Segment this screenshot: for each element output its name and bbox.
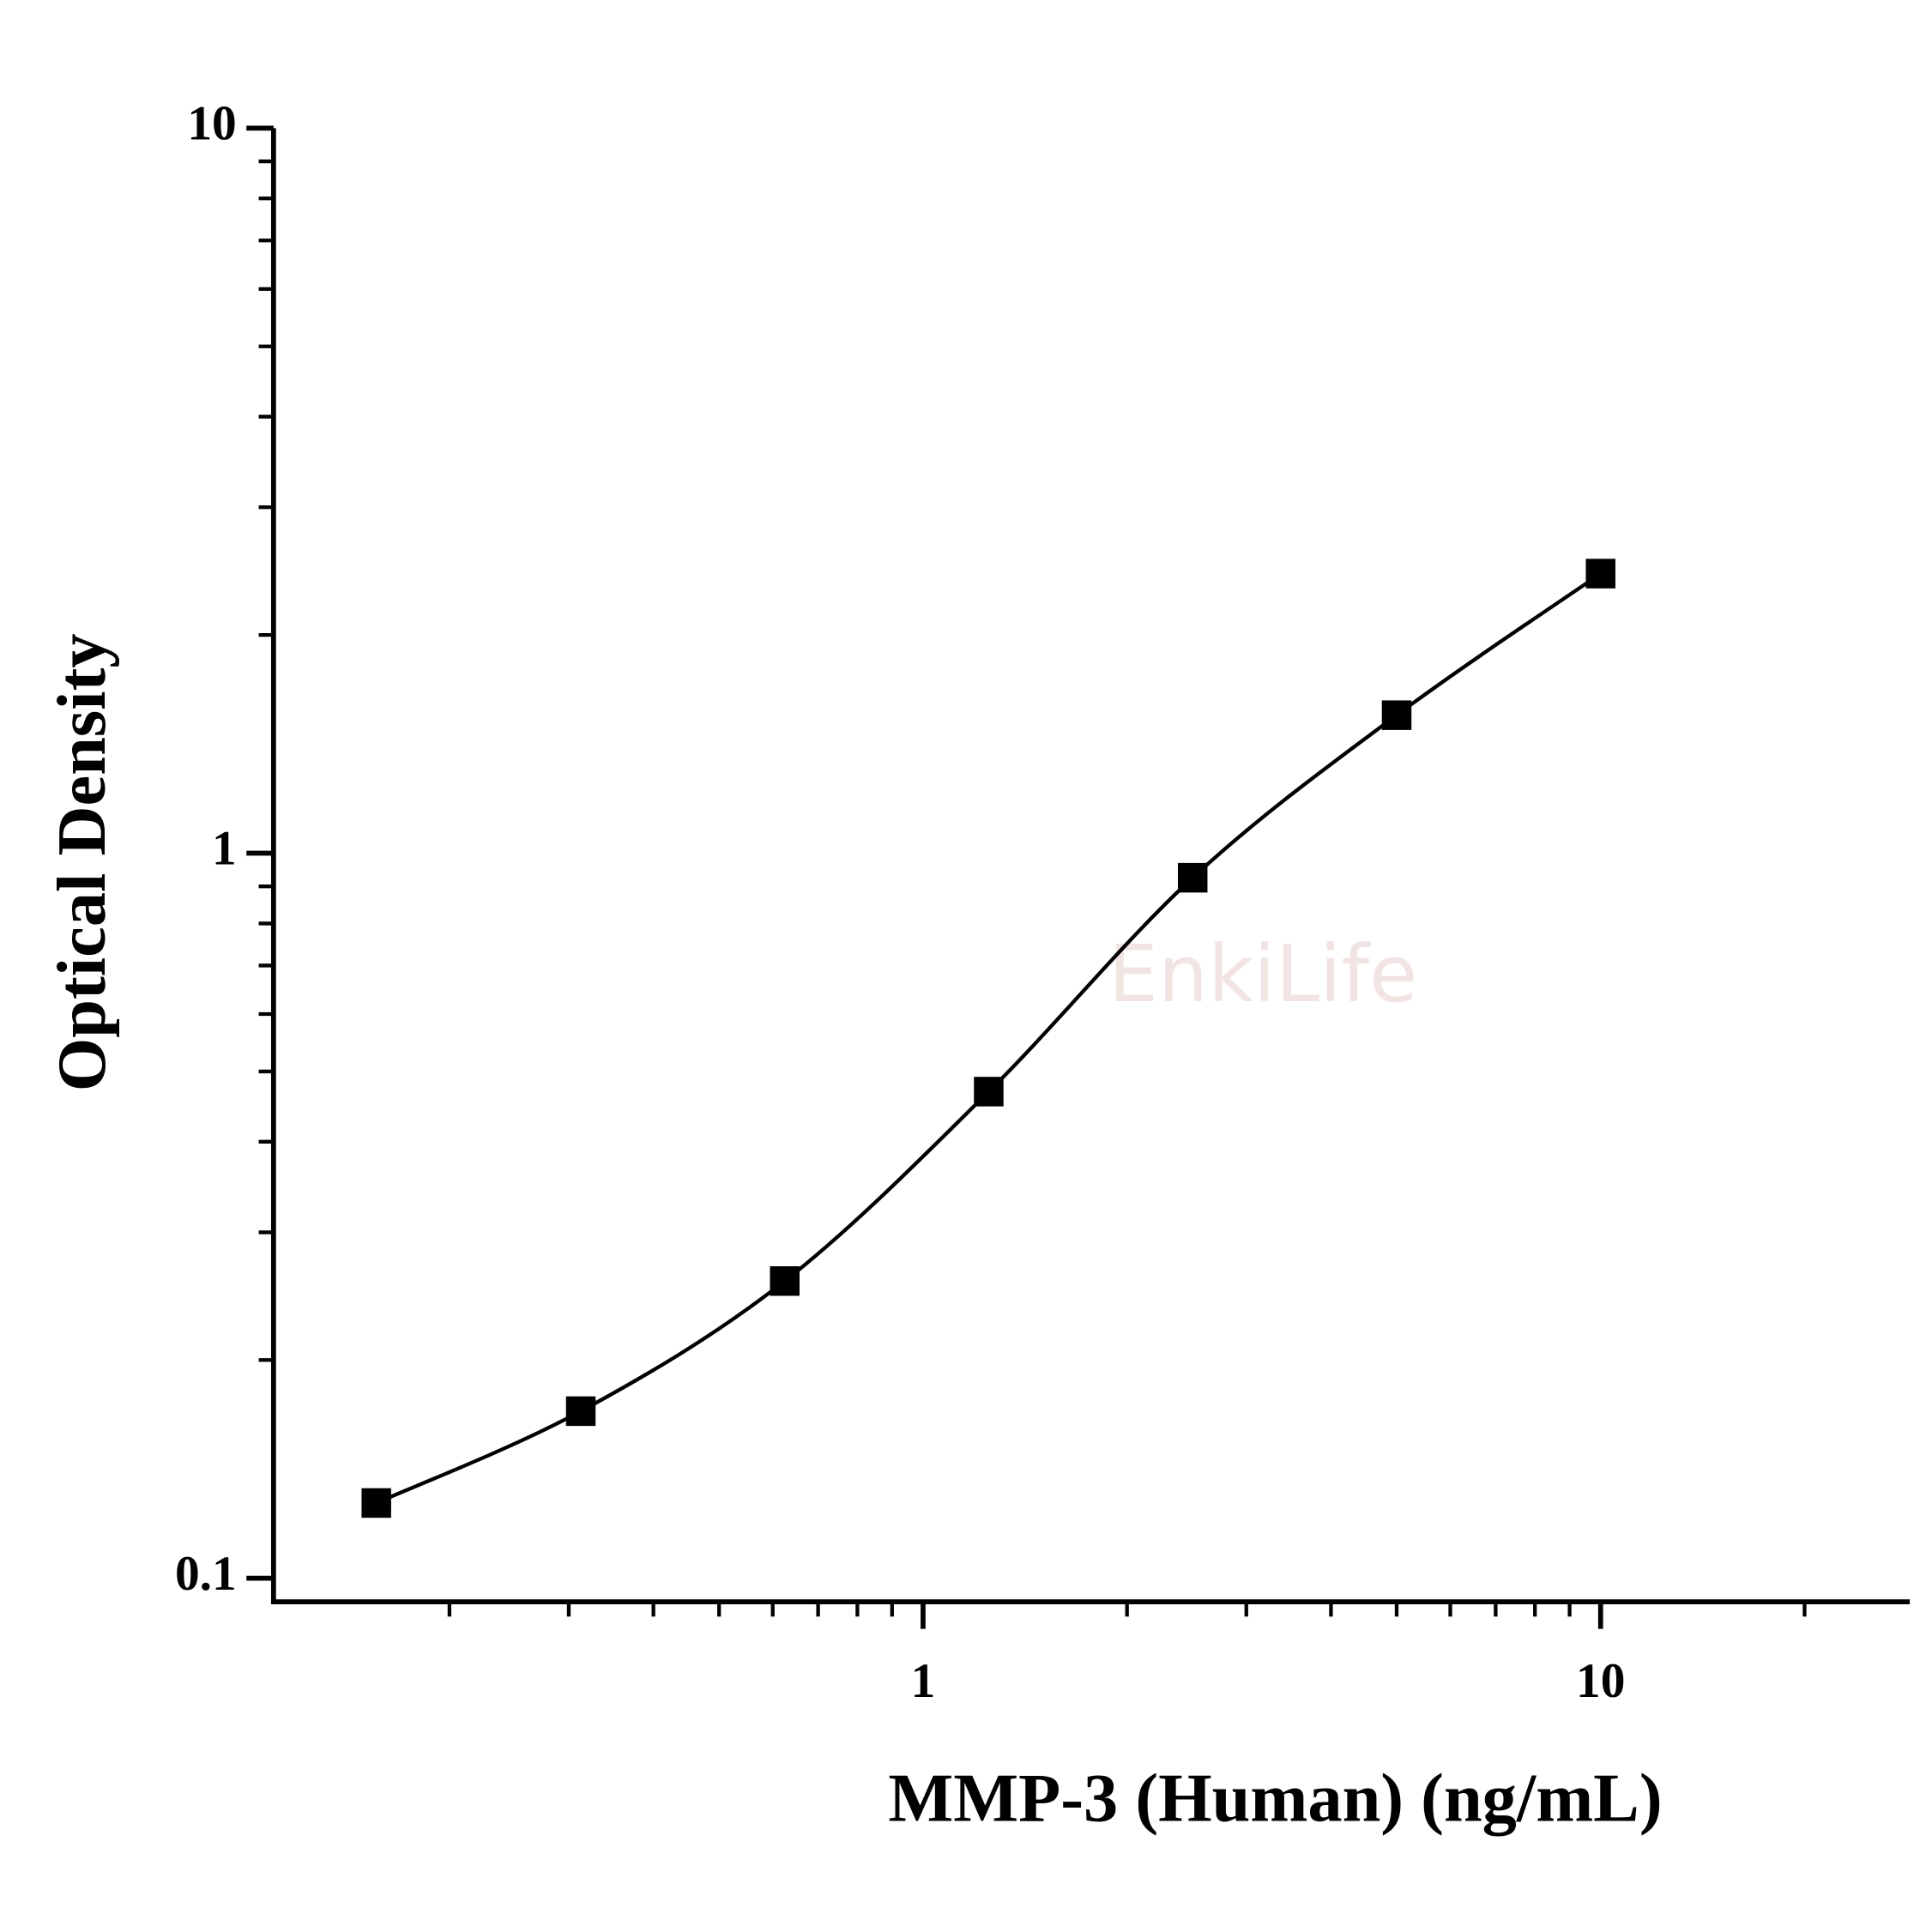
data-point: [361, 1488, 391, 1518]
data-point: [565, 1396, 596, 1427]
x-tick-label: 10: [1576, 1654, 1625, 1708]
data-point: [1177, 862, 1208, 893]
y-tick-label: 0.1: [175, 1547, 237, 1601]
data-point: [974, 1077, 1004, 1107]
data-point: [1585, 558, 1615, 589]
y-tick-label: 1: [212, 822, 237, 876]
watermark: EnkiLife: [1108, 928, 1418, 1020]
x-axis-label: MMP-3 (Human) (ng/mL): [888, 1760, 1662, 1837]
y-axis-label: Optical Density: [44, 633, 120, 1091]
x-tick-label: 1: [911, 1654, 936, 1708]
data-point: [1381, 700, 1412, 730]
y-tick-label: 10: [187, 97, 236, 151]
data-point: [770, 1265, 800, 1296]
fit-curve: [375, 571, 1602, 1505]
